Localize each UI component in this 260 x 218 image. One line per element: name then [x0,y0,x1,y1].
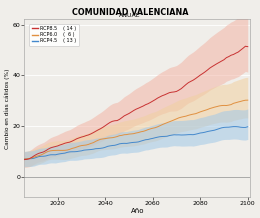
Y-axis label: Cambio en días cálidos (%): Cambio en días cálidos (%) [4,68,10,149]
Text: ANUAL: ANUAL [119,13,141,18]
Legend: RCP8.5    ( 14 ), RCP6.0    (  6 ), RCP4.5    ( 13 ): RCP8.5 ( 14 ), RCP6.0 ( 6 ), RCP4.5 ( 13… [29,24,79,46]
Text: COMUNIDAD VALENCIANA: COMUNIDAD VALENCIANA [72,8,188,17]
X-axis label: Año: Año [131,208,144,214]
